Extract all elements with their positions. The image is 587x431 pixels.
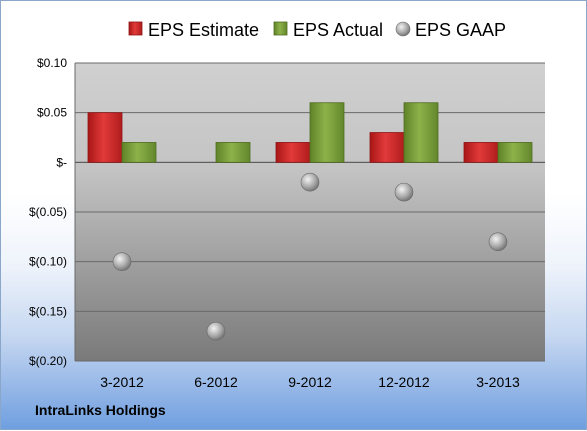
bar-eps-estimate [275, 142, 311, 163]
x-axis: 3-2012 6-2012 9-2012 12-2012 3-2013 [100, 374, 520, 390]
bar-eps-actual [309, 102, 345, 163]
y-axis: $0.10 $0.05 $- $(0.05) $(0.10) $(0.15) $(0.20) [29, 56, 76, 368]
x-tick-label: 12-2012 [378, 374, 430, 390]
legend-item: EPS Estimate [128, 20, 259, 40]
legend-label: EPS Actual [293, 20, 383, 40]
y-tick-label: $(0.10) [29, 255, 67, 269]
bar-eps-estimate [369, 132, 405, 163]
marker-eps-gaap [300, 172, 320, 192]
chart-legend: EPS Estimate EPS Actual EPS GAAP [128, 20, 506, 40]
y-tick-label: $(0.05) [29, 205, 67, 219]
legend-swatch [395, 21, 411, 37]
x-tick-label: 9-2012 [288, 374, 332, 390]
marker-eps-gaap [112, 252, 132, 271]
x-tick-label: 3-2012 [100, 374, 144, 390]
marker-eps-gaap [206, 321, 226, 341]
legend-item: EPS GAAP [395, 20, 506, 40]
y-tick-label: $0.05 [37, 106, 67, 120]
legend-swatch [128, 21, 143, 36]
y-tick-label: $0.10 [37, 56, 67, 70]
bar-eps-estimate [463, 142, 499, 163]
legend-label: EPS GAAP [415, 20, 506, 40]
y-tick-label: $(0.20) [29, 354, 67, 368]
legend-swatch [273, 21, 288, 36]
y-tick-label: $(0.15) [29, 304, 67, 318]
legend-label: EPS Estimate [148, 20, 259, 40]
bar-eps-actual [215, 142, 251, 163]
y-tick-label: $- [56, 155, 67, 169]
marker-eps-gaap [488, 232, 508, 252]
x-tick-label: 6-2012 [194, 374, 238, 390]
legend-item: EPS Actual [273, 20, 383, 40]
bar-eps-actual [403, 102, 439, 163]
bar-eps-actual [121, 142, 157, 163]
bars-layer [87, 102, 533, 163]
company-name: IntraLinks Holdings [35, 402, 166, 418]
x-tick-label: 3-2013 [476, 374, 520, 390]
gaap-markers-layer [112, 172, 508, 341]
marker-eps-gaap [394, 182, 414, 202]
bar-eps-actual [497, 142, 533, 163]
bar-eps-estimate [87, 112, 123, 163]
